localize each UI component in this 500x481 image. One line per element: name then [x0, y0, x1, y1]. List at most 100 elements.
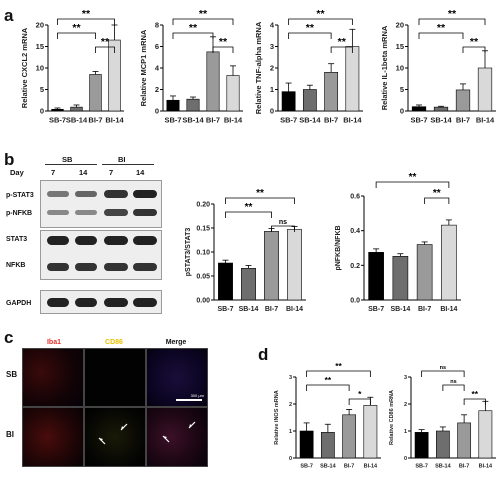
significance-label: **: [101, 36, 110, 48]
scale-bar-label: 300 μm: [190, 393, 204, 398]
y-tick-label: 2: [404, 402, 407, 408]
bar-sb-7: [51, 108, 64, 112]
x-tick-label: SB-7: [164, 116, 181, 125]
y-tick-label: 6: [155, 42, 159, 51]
bar-bi-14: [345, 46, 360, 112]
significance-label: **: [82, 8, 91, 20]
bar-bi-7: [264, 231, 279, 301]
wb-day-bi-7: 7: [109, 168, 114, 177]
row-label-sb: SB: [6, 370, 18, 379]
significance-label: **: [72, 22, 81, 34]
x-tick-label: BI-7: [456, 116, 470, 125]
x-tick-label: SB-7: [410, 116, 427, 125]
bar-bi-7: [416, 244, 433, 301]
significance-label: ns: [440, 365, 446, 371]
bar-sb-14: [433, 106, 449, 112]
x-tick-label: BI-14: [440, 306, 457, 313]
chart-cxcl2: 0 5 10 15 20 Relative CXCL2 mRNA SB-7 SB-14 BI-7…: [20, 8, 124, 125]
channel-label-cd86: CD86: [105, 339, 123, 346]
y-axis-label: Relative MCP1 mRNA: [139, 29, 148, 106]
x-tick-label: BI-14: [364, 464, 378, 470]
y-tick-label: 0: [289, 456, 292, 462]
significance-label: **: [471, 389, 478, 399]
y-tick-label: 0.0: [350, 297, 360, 304]
significance-bracket: [418, 18, 486, 25]
panel-label-a: a: [4, 6, 14, 25]
wb-day-label: Day: [10, 168, 24, 177]
y-tick-label: 0: [400, 107, 404, 116]
x-tick-label: SB-7: [368, 306, 384, 313]
bar-sb-14: [302, 89, 317, 112]
significance-bracket: [57, 18, 115, 25]
x-tick-label: SB-7: [280, 116, 297, 125]
significance-label: **: [199, 8, 208, 20]
significance-bracket: [212, 46, 234, 53]
bar-sb-7: [166, 99, 180, 112]
significance-bracket: [288, 32, 332, 39]
y-tick-label: 2: [155, 85, 159, 94]
wb-day-sb-7: 7: [51, 168, 56, 177]
x-tick-label: SB-14: [299, 116, 321, 125]
wb-bi-underline: [102, 164, 154, 165]
y-tick-label: 0.15: [196, 225, 210, 232]
y-axis-label: Relative IL-1beta mRNA: [380, 25, 389, 110]
bar-sb-14: [186, 98, 200, 112]
significance-label: **: [470, 36, 479, 48]
micro-sb-cd86: [84, 348, 146, 407]
bar-bi-7: [89, 74, 102, 112]
x-tick-label: BI-7: [88, 116, 102, 125]
panel-label-b: b: [4, 150, 15, 169]
bar-sb-14: [392, 256, 409, 301]
x-tick-label: BI-14: [286, 306, 303, 313]
wb-group-bi: BI: [118, 155, 126, 164]
y-tick-label: 4: [270, 21, 275, 30]
y-tick-label: 0.6: [350, 193, 360, 200]
bar-sb-7: [218, 262, 233, 301]
y-axis-label: Relative TNF-alpha mRNA: [254, 21, 263, 114]
significance-bracket: [306, 384, 350, 391]
y-axis-label: Relative CD86 mRNA: [389, 390, 395, 445]
x-tick-label: SB-7: [49, 116, 66, 125]
x-tick-label: SB-14: [390, 306, 410, 313]
significance-label: **: [437, 22, 446, 34]
blot-image-gapdh: [40, 290, 162, 314]
y-tick-label: 0.20: [196, 201, 210, 208]
scale-bar: [176, 399, 202, 401]
wb-day-bi-14: 14: [136, 168, 145, 177]
y-tick-label: 0: [40, 107, 44, 116]
x-tick-label: BI-14: [343, 116, 362, 125]
y-tick-label: 5: [400, 85, 404, 94]
x-tick-label: BI-14: [479, 464, 493, 470]
chart-inos: 0 1 2 3 Relative iNOS mRNA SB-7 SB-14 BI-7 BI-14…: [274, 361, 381, 470]
y-tick-label: 2: [289, 402, 292, 408]
wb-label-stat3: STAT3: [6, 236, 28, 243]
bar-sb-7: [299, 430, 314, 459]
y-tick-label: 1: [289, 429, 292, 435]
significance-bracket: [288, 18, 353, 25]
x-tick-label: SB-7: [300, 464, 313, 470]
significance-label: **: [316, 8, 325, 20]
channel-label-iba1: Iba1: [46, 339, 61, 346]
significance-bracket: [418, 32, 464, 39]
bar-bi-14: [477, 67, 493, 112]
y-tick-label: 0.05: [196, 273, 210, 280]
channel-label-merge: Merge: [165, 339, 187, 346]
significance-bracket: [57, 32, 96, 39]
x-tick-label: BI-14: [476, 116, 495, 125]
x-tick-label: BI-14: [224, 116, 243, 125]
panel-label-c: c: [4, 328, 14, 347]
x-tick-label: SB-14: [435, 464, 452, 470]
x-tick-label: SB-7: [218, 306, 234, 313]
significance-label: **: [448, 8, 457, 20]
bar-bi-14: [478, 410, 493, 459]
y-axis-label: Relative CXCL2 mRNA: [20, 27, 29, 108]
y-tick-label: 3: [289, 375, 292, 381]
bar-sb-14: [320, 432, 335, 459]
significance-label: *: [358, 389, 362, 399]
bar-bi-7: [324, 72, 339, 112]
bar-bi-14: [363, 405, 378, 459]
y-tick-label: 20: [36, 21, 44, 30]
y-tick-label: 1: [404, 429, 407, 435]
bar-sb-14: [70, 106, 83, 112]
